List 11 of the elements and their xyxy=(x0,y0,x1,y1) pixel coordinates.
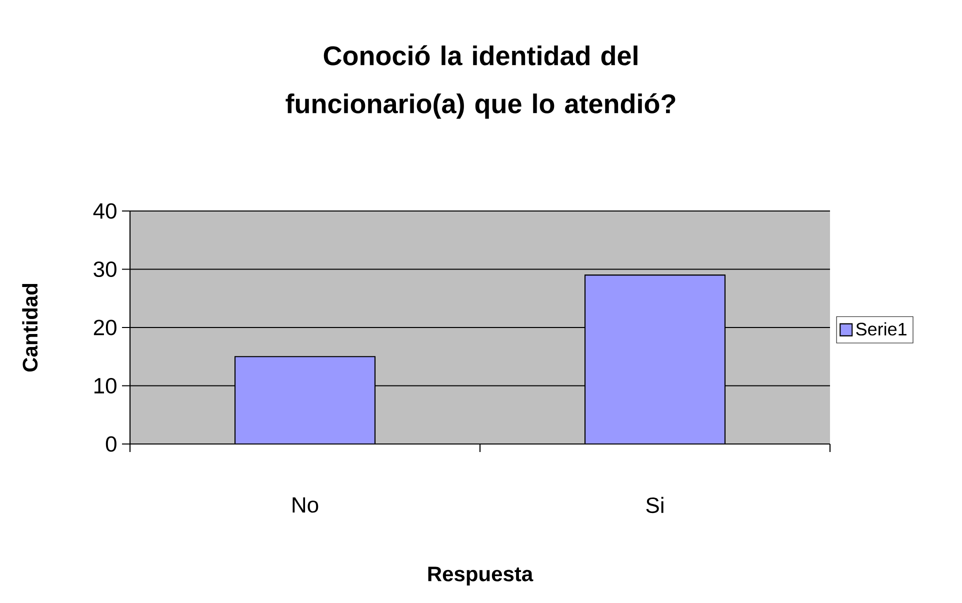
y-tick-label: 0 xyxy=(106,436,116,452)
y-tick-label: 20 xyxy=(94,320,116,336)
legend-label: Serie1 xyxy=(856,322,906,336)
y-tick-label: 10 xyxy=(94,378,116,394)
x-tick-label: Si xyxy=(646,496,664,514)
y-tick-label: 30 xyxy=(94,261,116,278)
x-axis-title: Respuesta xyxy=(428,566,534,586)
x-tick-label: No xyxy=(292,497,318,513)
y-tick-label: 40 xyxy=(93,203,116,219)
y-axis-title: Cantidad xyxy=(22,284,38,372)
chart-title: Conoció la identidad del funcionario(a) que lo atendió? xyxy=(286,45,676,119)
